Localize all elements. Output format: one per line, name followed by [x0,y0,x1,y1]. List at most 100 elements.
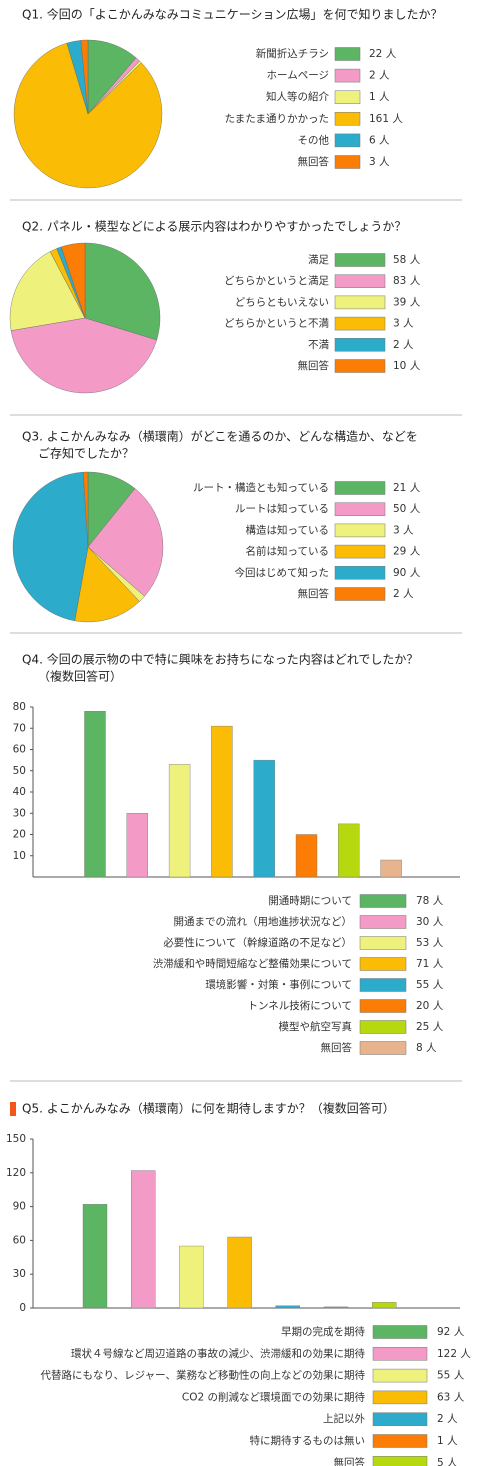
legend-label: 代替路にもなり、レジャー、業務など移動性の向上などの効果に期待 [41,1369,366,1382]
pie-slice [10,317,157,394]
legend-swatch [334,523,386,538]
legend-value: 3 人 [393,524,414,536]
legend-label: たまたま通りかかった [225,113,329,125]
legend-value: 3 人 [393,318,414,330]
legend-swatch [334,316,386,331]
legend-label: ホームページ [267,70,329,82]
y-tick-label: 90 [13,1201,26,1213]
legend-value: 39 人 [393,296,421,308]
legend-label: 無回答 [321,1041,353,1054]
y-tick-label: 70 [13,722,26,734]
legend-value: 29 人 [393,546,421,558]
legend-label: 特に期待するものは無い [250,1434,366,1447]
chart-title: Q1. 今回の「よこかんみなみコミュニケーション広場」を何で知りましたか？ [22,7,442,22]
legend-label: その他 [298,133,330,146]
legend-label: 知人等の紹介 [266,90,329,103]
legend-swatch [334,338,386,352]
legend-swatch [359,957,407,971]
bar [338,823,360,878]
pie-slice [80,39,89,115]
bar [253,759,275,878]
legend-value: 22 人 [369,48,397,60]
legend-label: 開通までの流れ（用地進捗状況など） [174,915,353,928]
y-tick-label: 60 [13,1234,26,1246]
pie-slice [82,471,89,548]
legend-label: 早期の完成を期待 [281,1325,365,1338]
legend-value: 1 人 [369,91,390,103]
chart-title: （複数回答可） [38,669,122,684]
legend-swatch [359,894,407,908]
legend-label: CO2 の削減など環境面での効果に期待 [182,1390,366,1403]
legend-swatch [359,936,407,950]
y-tick-label: 20 [13,829,26,841]
legend-label: 今回はじめて知った [235,566,330,579]
legend-swatch [334,133,361,148]
legend-swatch [334,90,361,104]
legend-swatch [334,481,386,495]
y-tick-label: 30 [13,807,26,819]
legend-value: 78 人 [416,895,444,907]
legend-swatch [372,1390,428,1405]
legend-swatch [334,544,386,559]
chart-title: Q2. パネル・模型などによる展示内容はわかりやすかったでしょうか？ [22,219,406,234]
legend-label: ルート・構造とも知っている [193,481,329,494]
legend-label: ルートは知っている [235,502,329,515]
legend-value: 21 人 [393,482,421,494]
legend-value: 55 人 [416,979,444,991]
legend-label: どちらかというと不満 [224,318,329,330]
bar [179,1245,204,1309]
legend-value: 161 人 [369,113,403,125]
bar [130,1170,156,1309]
legend-label: 新聞折込チラシ [256,47,329,60]
legend-swatch [334,566,386,580]
bar [275,1305,300,1309]
bar [380,859,402,878]
legend-swatch [334,502,386,516]
legend-swatch [372,1347,428,1361]
pie-slice [84,242,161,341]
legend-swatch [359,1041,407,1055]
pie-slice [87,488,164,597]
legend-swatch [372,1412,428,1426]
legend-swatch [334,47,361,61]
legend-swatch [359,915,407,929]
legend-value: 122 人 [437,1348,471,1360]
legend-swatch [359,1020,407,1034]
legend-swatch [334,359,386,373]
legend-value: 6 人 [369,134,390,146]
legend-label: 無回答 [298,587,330,600]
legend-label: 無回答 [298,359,330,372]
legend-value: 2 人 [393,339,414,351]
legend-value: 5 人 [437,1457,458,1466]
pie-slice [60,242,86,319]
legend-swatch [359,978,407,992]
y-tick-label: 80 [13,701,26,713]
legend-label: 無回答 [298,155,330,168]
bar [126,813,149,878]
legend-label: 不満 [308,339,329,351]
legend-label: 構造は知っている [246,523,329,536]
legend-value: 53 人 [416,937,444,949]
legend-value: 2 人 [393,588,414,600]
bar [168,764,191,878]
legend-swatch [359,999,407,1013]
legend-label: 必要性について（幹線道路の不足など） [163,936,352,949]
legend-value: 83 人 [393,275,421,287]
legend-value: 20 人 [416,1000,444,1012]
bar [227,1236,252,1309]
pie-slice [13,42,163,189]
pie-slice [74,546,140,623]
legend-label: 開通時期について [268,895,352,907]
legend-swatch [334,274,386,288]
legend-swatch [372,1456,428,1466]
bar [323,1306,349,1309]
bar [211,725,233,878]
y-tick-label: 30 [13,1268,26,1280]
bar [82,1204,108,1309]
legend-swatch [372,1434,428,1448]
legend-label: 環境影響・対策・事例について [205,978,352,991]
chart-title: Q3. よこかんみなみ（横環南）がどこを通るのか、どんな構造か、などを [22,429,418,444]
y-tick-label: 40 [13,786,26,798]
legend-value: 55 人 [437,1370,465,1382]
y-tick-label: 150 [6,1133,26,1145]
